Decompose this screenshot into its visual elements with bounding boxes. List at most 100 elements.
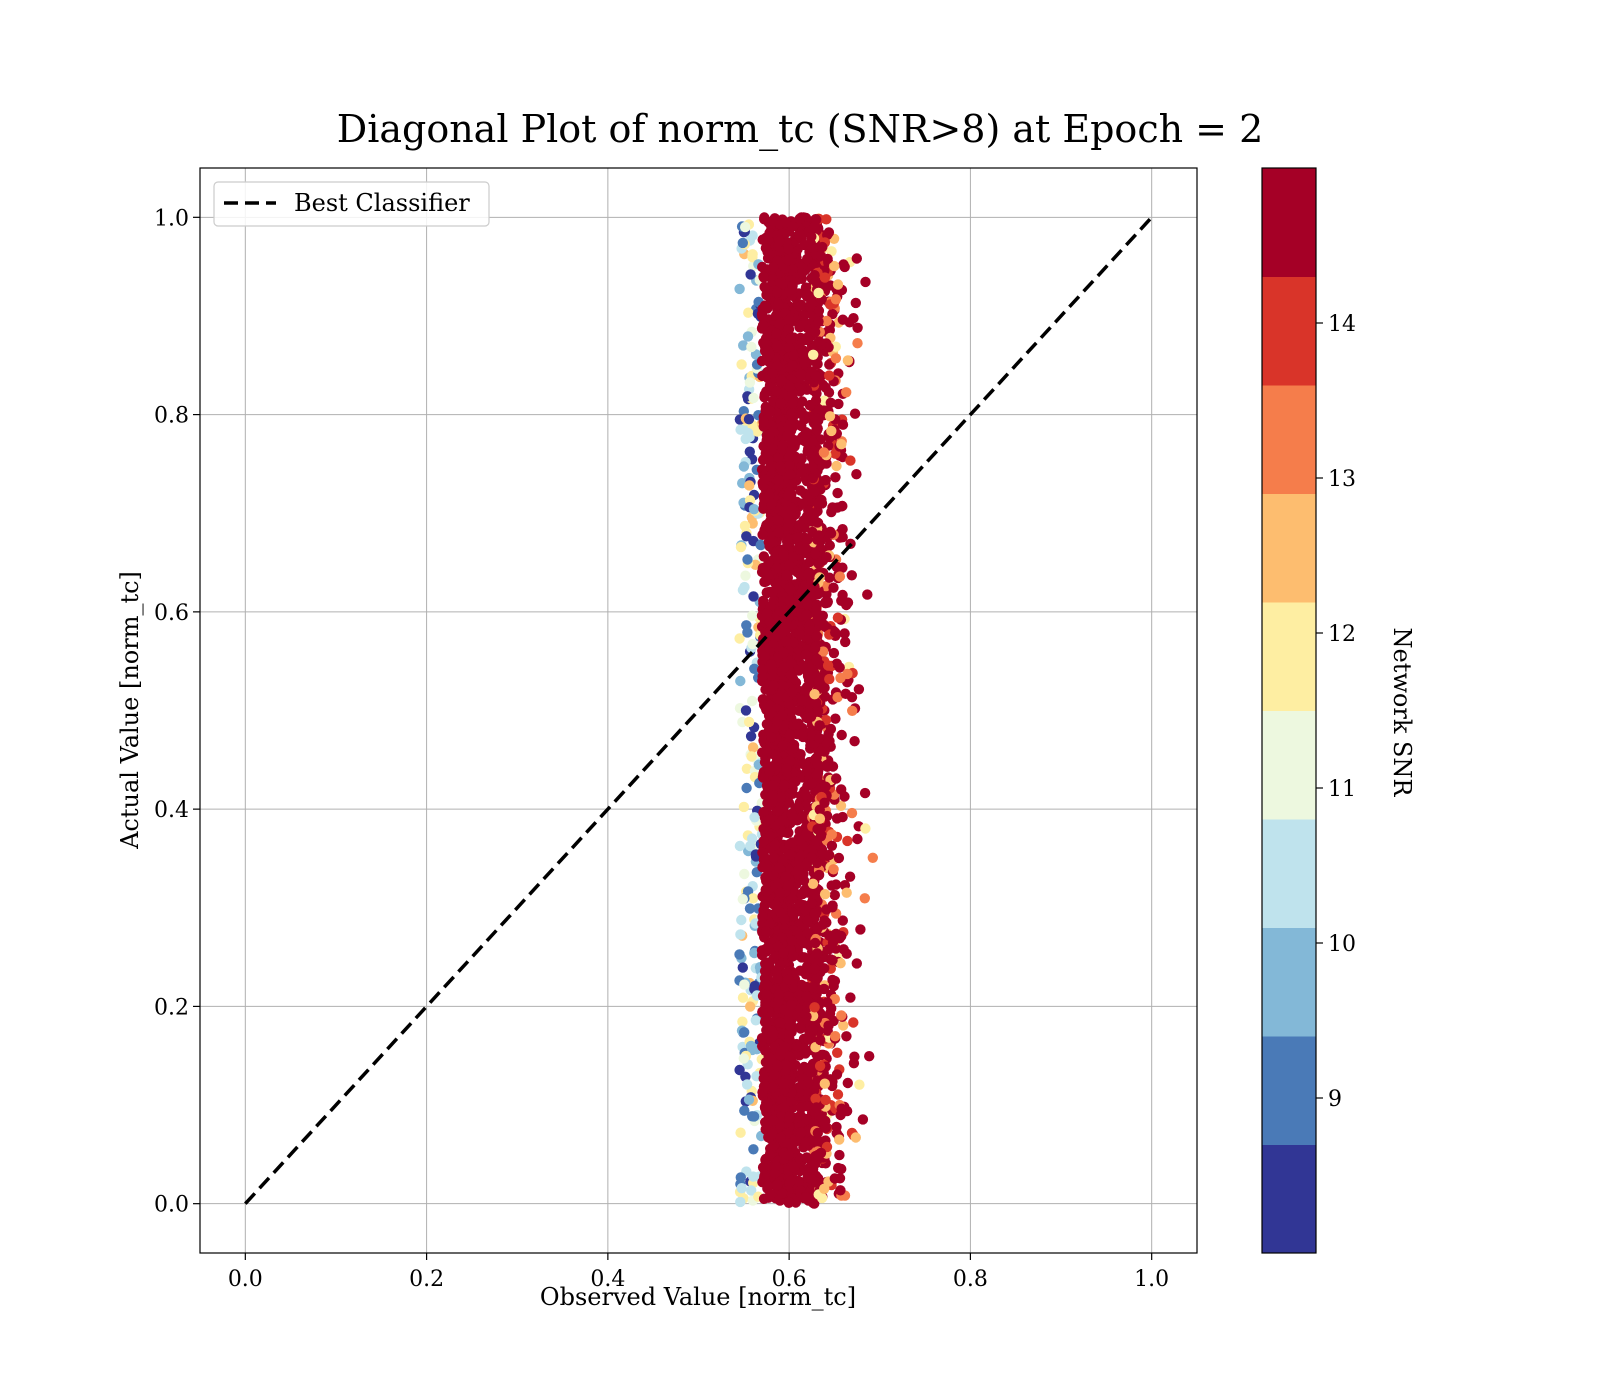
scatter-point — [784, 469, 796, 480]
scatter-point — [786, 935, 798, 946]
scatter-point — [773, 805, 784, 816]
scatter-point — [773, 452, 784, 463]
scatter-point — [831, 1069, 843, 1080]
scatter-point — [841, 387, 852, 398]
colorbar-segment — [1262, 819, 1316, 928]
scatter-point — [812, 1149, 824, 1161]
scatter-point — [807, 981, 818, 993]
scatter-point — [778, 647, 789, 659]
scatter-point — [739, 868, 750, 880]
scatter-point — [809, 689, 820, 700]
scatter-point — [810, 548, 821, 560]
scatter-point — [736, 359, 747, 370]
scatter-point — [845, 455, 856, 466]
scatter-point — [801, 289, 813, 300]
scatter-point — [849, 736, 860, 747]
scatter-point — [757, 1162, 769, 1173]
scatter-point — [740, 705, 752, 716]
scatter-point — [831, 773, 842, 784]
scatter-point — [821, 552, 832, 563]
scatter-point — [745, 840, 756, 852]
scatter-point — [800, 1048, 811, 1059]
scatter-point — [794, 213, 805, 224]
scatter-point — [825, 397, 836, 408]
scatter-point — [827, 955, 838, 966]
scatter-point — [738, 801, 750, 813]
scatter-point — [842, 355, 854, 366]
scatter-point — [737, 894, 748, 905]
scatter-point — [835, 1185, 846, 1196]
scatter-point — [812, 767, 824, 779]
scatter-point — [747, 252, 758, 263]
scatter-point — [813, 732, 825, 744]
colorbar-segment — [1262, 927, 1316, 1037]
scatter-point — [774, 318, 785, 329]
scatter-point — [810, 395, 822, 406]
scatter-point — [836, 1010, 847, 1021]
scatter-point — [811, 974, 822, 985]
scatter-point — [808, 349, 819, 360]
scatter-point — [758, 835, 769, 847]
scatter-point — [763, 958, 774, 969]
scatter-point — [761, 863, 773, 874]
scatter-point — [759, 650, 771, 662]
scatter-point — [743, 427, 754, 439]
scatter-point — [813, 530, 825, 541]
colorbar-segment — [1262, 168, 1316, 277]
scatter-point — [780, 636, 792, 647]
scatter-point — [764, 429, 775, 441]
scatter-point — [761, 608, 773, 619]
scatter-point — [764, 1149, 776, 1161]
scatter-point — [785, 333, 796, 345]
scatter-point — [815, 1034, 826, 1046]
scatter-point — [785, 669, 797, 681]
scatter-point — [735, 1196, 746, 1208]
scatter-point — [783, 254, 794, 266]
scatter-point — [832, 692, 843, 703]
scatter-point — [802, 253, 813, 265]
scatter-point — [822, 997, 833, 1008]
scatter-point — [832, 1089, 844, 1100]
scatter-point — [851, 253, 862, 264]
scatter-point — [801, 991, 812, 1002]
scatter-point — [827, 502, 838, 513]
colorbar-segment — [1262, 602, 1316, 711]
scatter-point — [780, 1060, 791, 1071]
scatter-point — [747, 639, 758, 650]
scatter-point — [772, 693, 783, 704]
scatter-point — [796, 347, 808, 359]
scatter-point — [765, 406, 776, 417]
x-tick-label: 0.6 — [772, 1267, 807, 1292]
scatter-point — [760, 872, 771, 883]
scatter-point — [804, 1030, 815, 1041]
scatter-point — [829, 975, 841, 987]
scatter-point — [809, 221, 820, 233]
scatter-point — [758, 1073, 769, 1084]
scatter-point — [845, 992, 856, 1003]
scatter-point — [773, 862, 785, 873]
scatter-point — [734, 1064, 745, 1076]
scatter-point — [800, 1137, 811, 1148]
scatter-point — [761, 989, 772, 1001]
scatter-point — [767, 368, 778, 379]
scatter-point — [814, 1060, 826, 1072]
scatter-point — [830, 472, 841, 483]
scatter-point — [796, 695, 808, 706]
colorbar-tick-label: 14 — [1328, 312, 1356, 337]
scatter-point — [833, 398, 844, 410]
scatter-point — [759, 1016, 771, 1028]
scatter-point — [834, 662, 845, 673]
scatter-point — [846, 692, 858, 703]
scatter-point — [797, 498, 809, 509]
scatter-point — [844, 871, 856, 882]
scatter-point — [834, 1149, 845, 1161]
scatter-point — [771, 328, 782, 339]
scatter-point — [777, 709, 788, 721]
scatter-point — [749, 663, 760, 674]
scatter-point — [809, 581, 820, 592]
scatter-point — [834, 571, 846, 582]
scatter-point — [757, 320, 769, 331]
scatter-point — [809, 486, 820, 497]
scatter-point — [829, 260, 840, 272]
scatter-point — [805, 711, 817, 722]
